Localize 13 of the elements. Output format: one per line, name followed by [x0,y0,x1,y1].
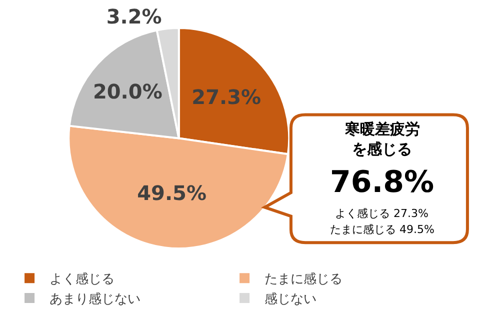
text: を感じる [352,140,412,158]
data-label: 20.0% [92,79,162,104]
legend-label: たまに感じる [264,272,343,288]
legend-label: よく感じる [50,272,115,288]
text: よく感じる 27.3% [335,207,428,220]
legend-label: 感じない [264,292,317,308]
data-label: 27.3% [192,85,262,110]
text: 寒暖差疲労 [344,120,420,138]
data-label: 3.2% [106,4,162,29]
text: たまに感じる 49.5% [330,223,434,236]
legend-label: あまり感じない [50,292,141,308]
text: 76.8% [330,165,434,200]
data-label: 49.5% [137,180,206,205]
